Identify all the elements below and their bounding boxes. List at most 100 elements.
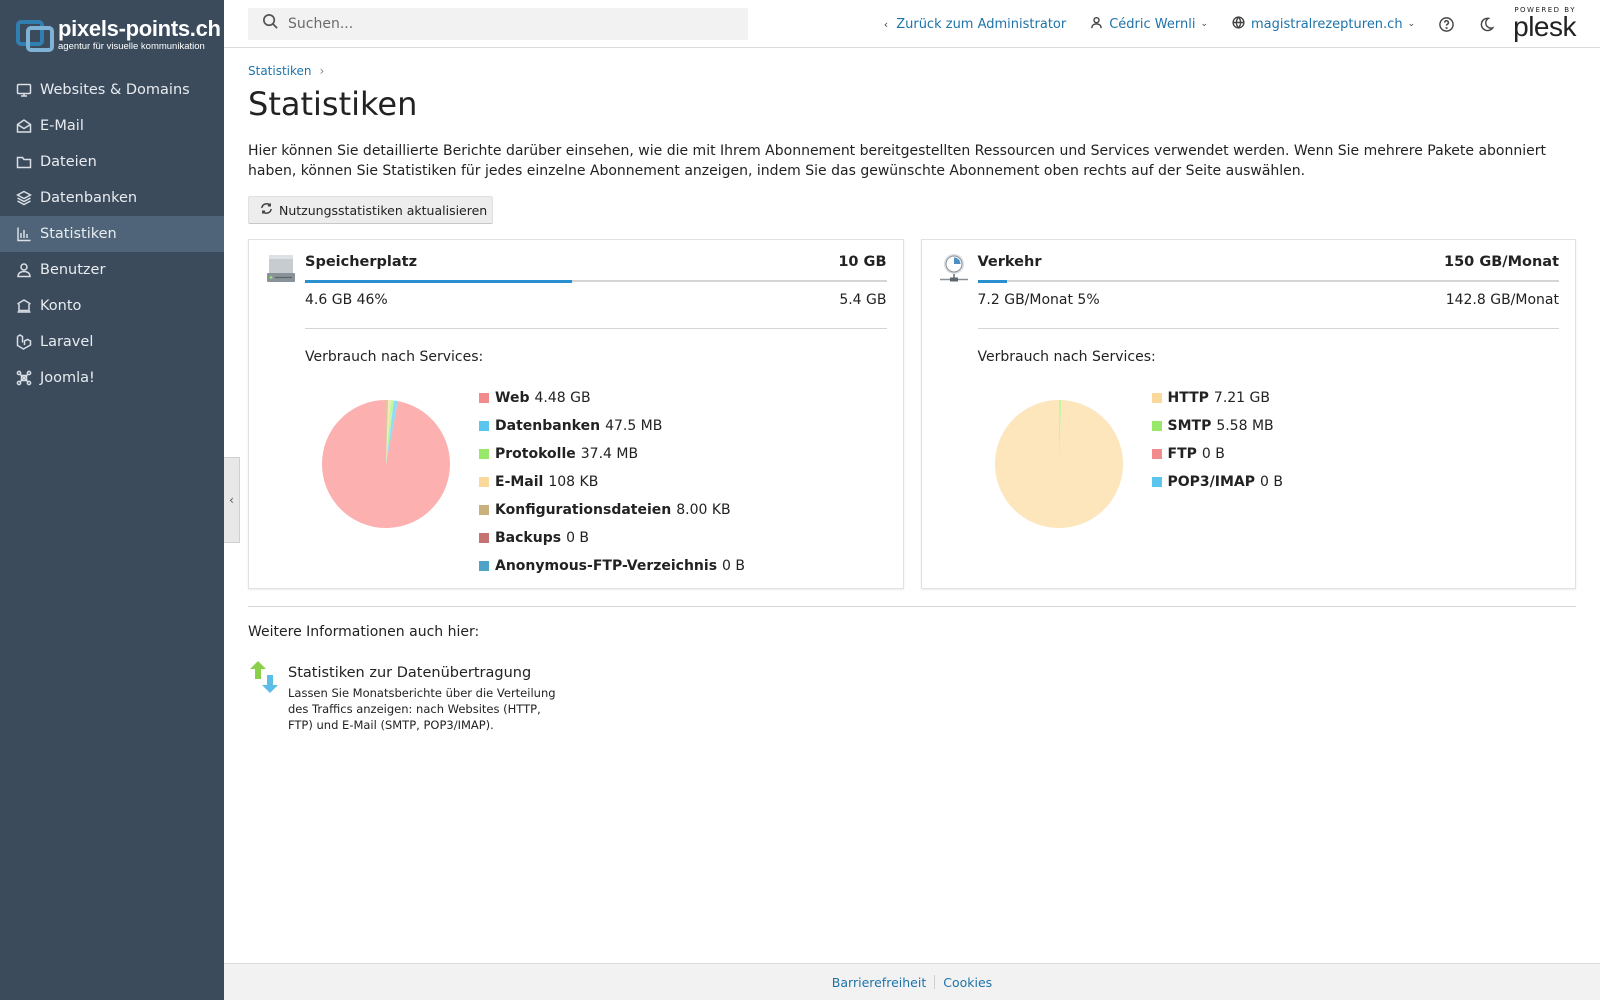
legend-value: 47.5 MB [605,418,663,434]
legend-item: Backups 0 B [479,524,745,552]
chevron-right-icon: › [319,64,325,78]
sidebar-item-label: Laravel [40,334,94,350]
sidebar-item-email[interactable]: E-Mail [0,108,224,144]
sidebar-item-label: Konto [40,298,82,314]
legend-name: E-Mail [495,474,544,490]
user-menu[interactable]: Cédric Wernli ⌄ [1090,16,1208,33]
traffic-slice-smtp [1058,400,1061,464]
envelope-icon [16,118,32,134]
legend-item: SMTP 5.58 MB [1151,412,1283,440]
search-input[interactable] [288,15,728,32]
legend-item: Protokolle 37.4 MB [479,440,745,468]
network-clock-icon [938,252,970,284]
storage-used: 4.6 GB 46% [305,292,388,308]
divider [305,328,887,329]
domain-selector[interactable]: magistralrezepturen.ch ⌄ [1232,15,1416,33]
traffic-pie-chart [994,399,1124,529]
storage-usage-bar [305,279,887,283]
transfer-arrows-icon [248,659,284,695]
sidebar-collapse-button[interactable]: ‹ [224,457,240,543]
legend-swatch [479,449,489,459]
accessibility-link[interactable]: Barrierefreiheit [831,974,927,990]
legend-item: Datenbanken 47.5 MB [479,412,745,440]
legend-item: Web 4.48 GB [479,384,745,412]
legend-item: HTTP 7.21 GB [1151,384,1283,412]
sidebar-item-laravel[interactable]: Laravel [0,324,224,360]
traffic-total: 150 GB/Monat [1444,254,1559,270]
breadcrumb-link[interactable]: Statistiken [248,64,312,78]
legend-swatch [479,421,489,431]
moon-icon[interactable] [1477,15,1495,33]
main-content: Statistiken › Statistiken Hier können Si… [224,48,1600,963]
legend-item: POP3/IMAP 0 B [1151,468,1283,496]
legend-value: 5.58 MB [1216,418,1274,434]
joomla-icon [16,370,32,386]
legend-swatch [1151,477,1162,487]
legend-name: HTTP [1167,390,1209,406]
legend-value: 0 B [566,530,590,546]
storage-legend: Web 4.48 GB Datenbanken 47.5 MB Protokolle… [479,384,745,580]
storage-free: 5.4 GB [839,292,887,308]
search-icon [262,13,279,34]
chevron-left-icon: ‹ [883,17,889,31]
legend-item: E-Mail 108 KB [479,468,745,496]
sidebar-item-label: Dateien [40,154,97,170]
legend-swatch [479,393,489,403]
chevron-left-icon: ‹ [229,493,234,507]
page-title: Statistiken [248,85,418,123]
sidebar-item-users[interactable]: Benutzer [0,252,224,288]
divider [977,328,1559,329]
sidebar-nav: Websites & Domains E-Mail Dateien Datenb… [0,72,224,396]
hard-drive-icon [265,252,297,284]
user-name: Cédric Wernli [1109,16,1196,32]
traffic-used: 7.2 GB/Monat 5% [977,292,1100,308]
cookies-link[interactable]: Cookies [943,974,993,990]
help-icon[interactable] [1437,15,1455,33]
brand-logo[interactable]: pixels-points.ch agentur für visuelle ko… [0,0,224,70]
legend-name: Backups [495,530,562,546]
storage-slice-e-mail [386,400,391,464]
legend-value: 0 B [1260,474,1283,490]
legend-value: 7.21 GB [1213,390,1270,406]
back-to-admin-label: Zurück zum Administrator [896,16,1067,32]
refresh-icon [260,202,279,218]
data-transfer-stats-item: Statistiken zur Datenübertragung Lassen … [248,661,1576,733]
legend-name: Protokolle [495,446,576,462]
sidebar-item-websites[interactable]: Websites & Domains [0,72,224,108]
sidebar-item-label: Websites & Domains [40,82,190,98]
account-icon [16,298,32,314]
legend-value: 0 B [722,558,745,574]
sidebar-item-label: Statistiken [40,226,117,242]
search-box[interactable] [248,7,748,40]
traffic-free: 142.8 GB/Monat [1445,292,1559,308]
sidebar-item-joomla[interactable]: Joomla! [0,360,224,396]
sidebar-item-statistics[interactable]: Statistiken [0,216,224,252]
storage-title: Speicherplatz [305,254,418,270]
domain-name: magistralrezepturen.ch [1251,16,1403,32]
traffic-card: Verkehr 150 GB/Monat 7.2 GB/Monat 5% 142… [920,239,1576,589]
legend-name: Konfigurationsdateien [495,502,672,518]
sidebar: pixels-points.ch agentur für visuelle ko… [0,0,224,1000]
more-info-title: Weitere Informationen auch hier: [248,624,480,640]
legend-swatch [1151,393,1162,403]
sidebar-item-files[interactable]: Dateien [0,144,224,180]
legend-value: 37.4 MB [580,446,639,462]
legend-value: 4.48 GB [534,390,591,406]
user-icon [16,262,32,278]
sidebar-item-account[interactable]: Konto [0,288,224,324]
section-divider [248,606,1576,607]
legend-name: Datenbanken [495,418,601,434]
sidebar-item-databases[interactable]: Datenbanken [0,180,224,216]
back-to-admin-link[interactable]: ‹ Zurück zum Administrator [884,17,1066,32]
data-transfer-stats-link[interactable]: Statistiken zur Datenübertragung [288,665,532,681]
logo-mark-icon [16,18,54,52]
storage-usage-fill [305,279,573,283]
traffic-usage-fill [977,279,1007,283]
legend-value: 8.00 KB [676,502,731,518]
footer-separator [934,975,936,989]
traffic-legend: HTTP 7.21 GB SMTP 5.58 MB FTP 0 B POP3/IMAP… [1151,384,1283,496]
chevron-down-icon: ⌄ [1407,19,1416,29]
storage-services-title: Verbrauch nach Services: [305,349,484,365]
plesk-powered-by: POWERED BY [1514,6,1576,14]
refresh-stats-button[interactable]: Nutzungsstatistiken aktualisieren [248,196,493,224]
